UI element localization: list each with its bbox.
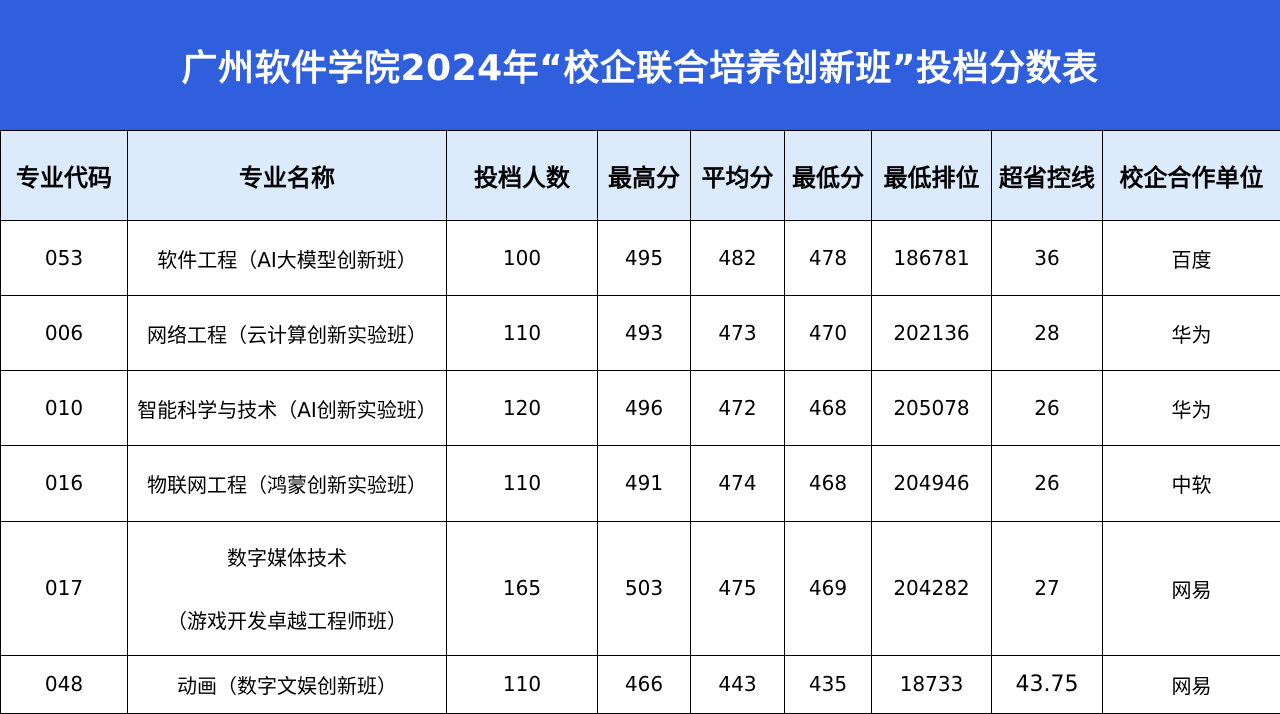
cell-min: 435	[784, 654, 872, 714]
page-title: 广州软件学院2024年“校企联合培养创新班”投档分数表	[0, 0, 1280, 130]
cell-over: 43.75	[991, 654, 1103, 714]
cell-rank: 204282	[871, 520, 992, 656]
cell-count: 120	[446, 370, 598, 447]
cell-max: 496	[597, 370, 691, 447]
cell-min: 468	[784, 370, 872, 447]
cell-min: 478	[784, 219, 872, 297]
cell-count: 100	[446, 219, 598, 297]
table-row: 053 软件工程（AI大模型创新班） 100 495 482 478 18678…	[0, 219, 1280, 297]
header-code: 专业代码	[0, 130, 128, 221]
cell-name: 数字媒体技术 （游戏开发卓越工程师班）	[127, 520, 447, 656]
cell-rank: 205078	[871, 370, 992, 447]
table-row: 048 动画（数字文娱创新班） 110 466 443 435 18733 43…	[0, 654, 1280, 714]
cell-name: 物联网工程（鸿蒙创新实验班）	[127, 445, 447, 522]
cell-over: 28	[991, 295, 1103, 372]
cell-min: 468	[784, 445, 872, 522]
cell-over: 26	[991, 445, 1103, 522]
header-name: 专业名称	[127, 130, 447, 221]
cell-max: 493	[597, 295, 691, 372]
cell-avg: 473	[690, 295, 785, 372]
cell-rank: 18733	[871, 654, 992, 714]
table-header-row: 专业代码 专业名称 投档人数 最高分 平均分 最低分 最低排位 超省控线 校企合…	[0, 130, 1280, 221]
cell-code: 006	[0, 295, 128, 372]
cell-count: 110	[446, 445, 598, 522]
cell-rank: 204946	[871, 445, 992, 522]
header-partner: 校企合作单位	[1102, 130, 1280, 221]
cell-rank: 186781	[871, 219, 992, 297]
cell-avg: 482	[690, 219, 785, 297]
cell-code: 017	[0, 520, 128, 656]
cell-code: 010	[0, 370, 128, 447]
cell-name: 软件工程（AI大模型创新班）	[127, 219, 447, 297]
table-row: 017 数字媒体技术 （游戏开发卓越工程师班） 165 503 475 469 …	[0, 520, 1280, 656]
cell-rank: 202136	[871, 295, 992, 372]
header-count: 投档人数	[446, 130, 598, 221]
cell-code: 016	[0, 445, 128, 522]
table-row: 010 智能科学与技术（AI创新实验班） 120 496 472 468 205…	[0, 370, 1280, 447]
cell-partner: 网易	[1102, 654, 1280, 714]
score-table: 专业代码 专业名称 投档人数 最高分 平均分 最低分 最低排位 超省控线 校企合…	[0, 130, 1280, 714]
cell-name: 网络工程（云计算创新实验班）	[127, 295, 447, 372]
cell-min: 469	[784, 520, 872, 656]
cell-name-line2: （游戏开发卓越工程师班）	[167, 609, 407, 634]
cell-max: 491	[597, 445, 691, 522]
cell-avg: 475	[690, 520, 785, 656]
cell-avg: 474	[690, 445, 785, 522]
cell-partner: 华为	[1102, 370, 1280, 447]
cell-partner: 网易	[1102, 520, 1280, 656]
cell-min: 470	[784, 295, 872, 372]
cell-name: 智能科学与技术（AI创新实验班）	[127, 370, 447, 447]
cell-code: 048	[0, 654, 128, 714]
header-rank: 最低排位	[871, 130, 992, 221]
cell-max: 503	[597, 520, 691, 656]
table-row: 016 物联网工程（鸿蒙创新实验班） 110 491 474 468 20494…	[0, 445, 1280, 522]
cell-over: 26	[991, 370, 1103, 447]
cell-max: 495	[597, 219, 691, 297]
table-row: 006 网络工程（云计算创新实验班） 110 493 473 470 20213…	[0, 295, 1280, 372]
cell-count: 165	[446, 520, 598, 656]
header-max: 最高分	[597, 130, 691, 221]
cell-over: 27	[991, 520, 1103, 656]
header-min: 最低分	[784, 130, 872, 221]
cell-code: 053	[0, 219, 128, 297]
cell-avg: 443	[690, 654, 785, 714]
cell-partner: 中软	[1102, 445, 1280, 522]
cell-count: 110	[446, 295, 598, 372]
header-avg: 平均分	[690, 130, 785, 221]
cell-name-line1: 数字媒体技术	[227, 546, 347, 571]
cell-over: 36	[991, 219, 1103, 297]
cell-name: 动画（数字文娱创新班）	[127, 654, 447, 714]
cell-count: 110	[446, 654, 598, 714]
cell-max: 466	[597, 654, 691, 714]
cell-partner: 华为	[1102, 295, 1280, 372]
cell-partner: 百度	[1102, 219, 1280, 297]
cell-avg: 472	[690, 370, 785, 447]
header-over: 超省控线	[991, 130, 1103, 221]
